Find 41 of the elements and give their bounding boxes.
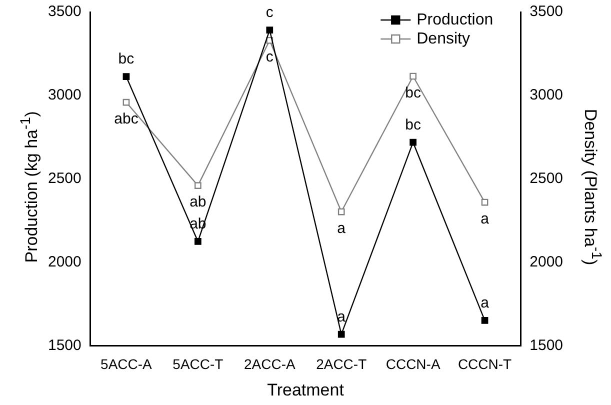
point [481, 317, 488, 324]
annotation: bc [118, 50, 135, 68]
x-tick-label: 5ACC-A [100, 356, 153, 372]
y-tick-label: 2000 [48, 253, 82, 270]
point [481, 198, 488, 206]
annotation: bc [405, 116, 422, 134]
x-axis-title: Treatment [267, 380, 344, 400]
y2-tick-label: 2000 [530, 253, 564, 270]
point [194, 182, 202, 190]
x-tick-label: CCCN-T [458, 356, 512, 372]
annotation: a [337, 308, 346, 326]
annotation: c [266, 48, 274, 66]
y-tick-label: 3500 [48, 3, 82, 20]
point [338, 208, 345, 216]
legend-label: Production [416, 11, 494, 28]
legend-label: Density [416, 30, 470, 48]
annotation: a [337, 220, 346, 237]
point [410, 138, 416, 146]
annotation: a [480, 210, 490, 228]
y-tick-label: 2500 [48, 170, 82, 188]
x-tick-label: 2ACC-A [244, 356, 296, 372]
y2-tick-label: 3500 [530, 3, 564, 20]
point [266, 26, 274, 34]
annotation: ab [190, 194, 206, 211]
annotation: a [480, 294, 490, 312]
x-tick-label: 5ACC-T [172, 356, 224, 372]
x-tick-label: 2ACC-T [316, 356, 368, 372]
point [194, 238, 202, 245]
x-tick-label: CCCN-A [386, 356, 441, 372]
annotation: c [266, 4, 274, 22]
y-tick-label: 3000 [48, 86, 82, 104]
annotation: bc [405, 84, 422, 102]
y2-tick-label: 2500 [530, 170, 564, 188]
y-tick-label: 1500 [48, 336, 82, 354]
y2-tick-label: 1500 [530, 336, 564, 354]
annotation: abc [114, 110, 139, 128]
y2-tick-label: 3000 [530, 86, 564, 104]
point [122, 98, 130, 106]
point [410, 72, 416, 80]
point [338, 330, 345, 338]
point [122, 73, 130, 80]
